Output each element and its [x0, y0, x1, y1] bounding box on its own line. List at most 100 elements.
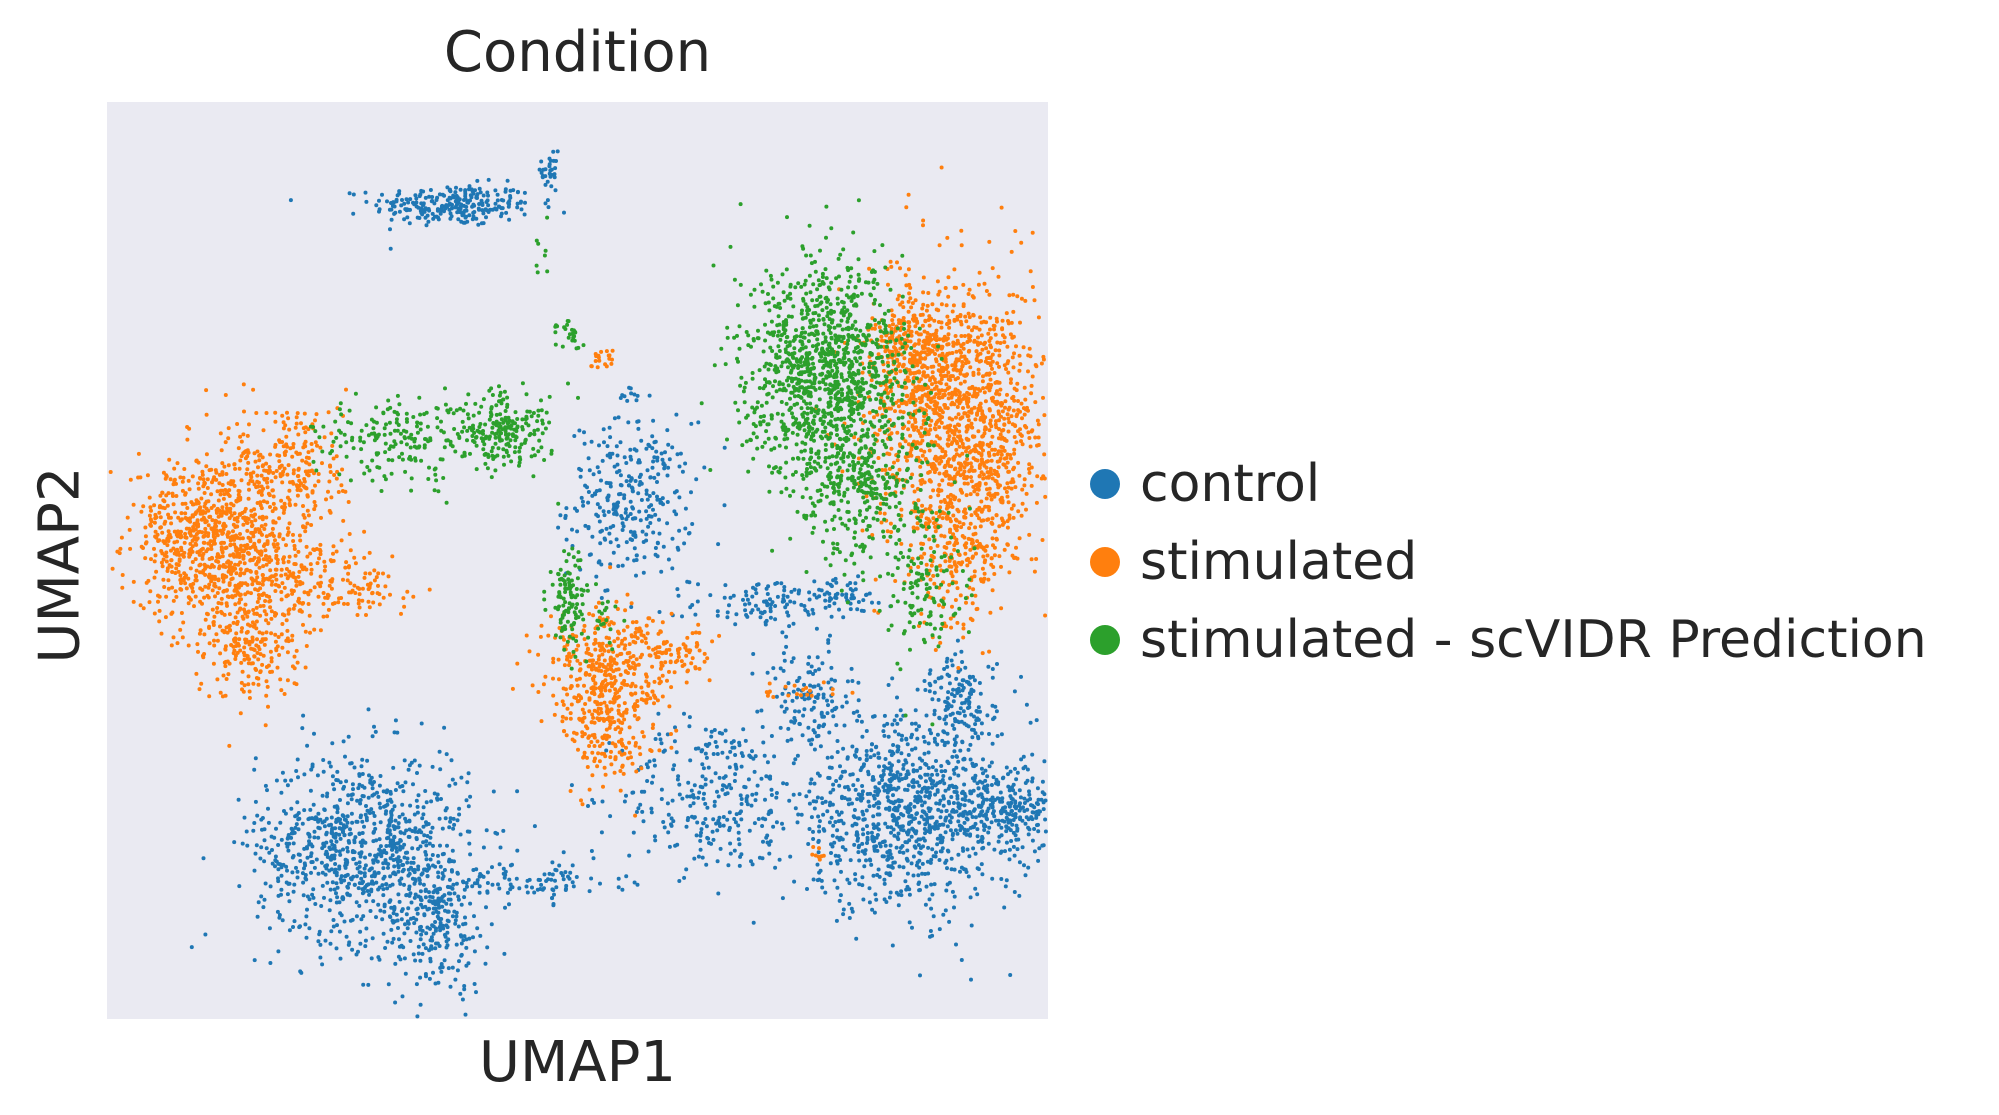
scatter-point — [1008, 820, 1013, 825]
scatter-point — [412, 758, 417, 763]
scatter-point — [904, 736, 909, 741]
scatter-point — [736, 837, 741, 842]
scatter-point — [775, 594, 780, 599]
scatter-point — [927, 689, 932, 694]
scatter-point — [381, 866, 386, 871]
scatter-point — [420, 208, 425, 213]
scatter-point — [733, 622, 738, 627]
scatter-point — [564, 883, 569, 888]
scatter-point — [120, 573, 125, 577]
scatter-point — [642, 555, 647, 560]
scatter-point — [338, 798, 342, 802]
scatter-point — [951, 768, 956, 772]
scatter-point — [634, 553, 639, 558]
scatter-point — [783, 699, 788, 704]
scatter-point — [297, 925, 302, 930]
scatter-point — [217, 586, 222, 591]
scatter-point — [1041, 800, 1046, 805]
scatter-point — [334, 831, 339, 836]
scatter-point — [962, 782, 967, 787]
scatter-point — [330, 827, 335, 832]
scatter-point — [745, 597, 750, 602]
scatter-point — [269, 558, 274, 563]
scatter-point — [249, 524, 254, 529]
scatter-point — [405, 215, 410, 220]
scatter-point — [1010, 809, 1014, 813]
scatter-point — [424, 839, 429, 844]
scatter-point — [352, 856, 356, 861]
scatter-point — [345, 845, 350, 850]
scatter-point — [695, 820, 700, 825]
scatter-point — [309, 523, 314, 527]
scatter-point — [499, 214, 503, 219]
scatter-point — [760, 856, 765, 861]
scatter-point — [246, 674, 251, 679]
scatter-point — [927, 671, 932, 676]
scatter-point — [704, 755, 709, 760]
scatter-point — [465, 219, 470, 224]
scatter-point — [508, 188, 513, 193]
scatter-point — [327, 479, 332, 484]
scatter-point — [941, 803, 946, 808]
scatter-point — [261, 499, 266, 504]
scatter-point — [927, 790, 932, 795]
scatter-point — [216, 498, 221, 503]
scatter-point — [477, 890, 482, 895]
scatter-point — [345, 814, 350, 819]
scatter-point — [1040, 843, 1045, 848]
scatter-point — [699, 830, 703, 835]
scatter-point — [895, 770, 900, 775]
scatter-point — [484, 215, 488, 220]
scatter-point — [305, 521, 310, 526]
scatter-point — [527, 877, 532, 882]
scatter-point — [388, 832, 393, 837]
scatter-point — [894, 822, 899, 827]
scatter-point — [356, 886, 361, 891]
scatter-point — [377, 209, 381, 214]
scatter-point — [715, 609, 720, 614]
scatter-point — [665, 500, 670, 504]
scatter-point — [789, 719, 794, 724]
scatter-point — [628, 529, 633, 534]
scatter-point — [338, 836, 343, 841]
scatter-point — [267, 926, 272, 931]
scatter-point — [424, 974, 428, 979]
scatter-point — [833, 678, 837, 683]
scatter-point — [503, 187, 508, 192]
scatter-point — [303, 922, 308, 927]
scatter-point — [876, 600, 881, 605]
scatter-point — [366, 707, 371, 712]
scatter-point — [887, 788, 892, 793]
scatter-point — [550, 860, 555, 865]
scatter-point — [339, 538, 344, 543]
scatter-point — [503, 905, 507, 910]
scatter-point — [309, 567, 314, 572]
scatter-point — [632, 392, 637, 397]
scatter-point — [362, 866, 367, 871]
scatter-point — [515, 201, 520, 206]
scatter-point — [484, 828, 489, 833]
scatter-point — [701, 821, 706, 826]
scatter-point — [372, 829, 376, 834]
scatter-point — [978, 792, 983, 797]
scatter-point — [334, 454, 339, 459]
scatter-point — [264, 846, 269, 851]
scatter-point — [199, 496, 204, 501]
scatter-point — [331, 782, 335, 787]
scatter-point — [180, 501, 185, 506]
scatter-point — [326, 607, 331, 612]
scatter-point — [397, 814, 402, 819]
scatter-point — [308, 588, 313, 593]
scatter-point — [860, 875, 865, 880]
scatter-point — [960, 846, 965, 851]
scatter-point — [857, 858, 862, 863]
scatter-point — [815, 655, 820, 660]
scatter-point — [539, 170, 544, 175]
scatter-point — [599, 562, 604, 567]
scatter-point — [303, 529, 308, 534]
scatter-point — [683, 526, 688, 531]
scatter-point — [743, 738, 748, 743]
scatter-point — [568, 870, 573, 875]
scatter-point — [739, 817, 744, 822]
scatter-point — [493, 206, 498, 211]
